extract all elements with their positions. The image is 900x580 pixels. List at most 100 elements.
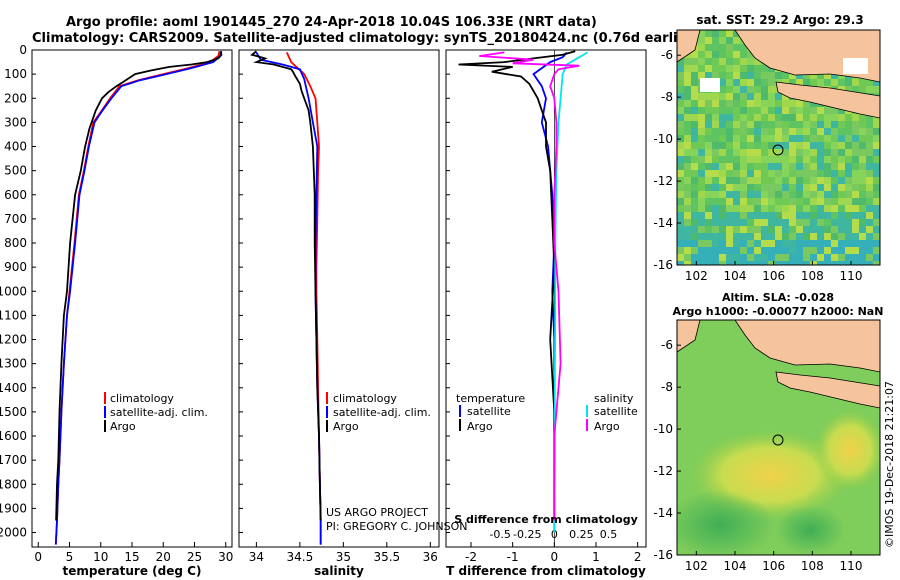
sst-cell — [817, 212, 824, 219]
sst-cell — [719, 79, 726, 86]
sst-cell — [845, 198, 852, 205]
sst-cell — [838, 128, 845, 135]
sst-cell — [845, 121, 852, 128]
sst-cell — [726, 58, 733, 65]
sst-cell — [831, 107, 838, 114]
sst-cell — [698, 44, 705, 51]
sst-cell — [803, 233, 810, 240]
sst-cell — [719, 37, 726, 44]
sst-cell — [740, 86, 747, 93]
sst-cell — [824, 170, 831, 177]
sst-cell — [740, 72, 747, 79]
sst-cell — [684, 149, 691, 156]
sst-cell — [789, 226, 796, 233]
sst-map-land-java — [775, 81, 880, 119]
sst-cell — [712, 142, 719, 149]
sst-cell — [782, 240, 789, 247]
sst-cell — [733, 156, 740, 163]
sst-cell — [705, 247, 712, 254]
sst-cell — [859, 114, 866, 121]
sst-cell — [866, 142, 873, 149]
depth-tick-label: 1500 — [0, 405, 27, 419]
sst-cell — [824, 198, 831, 205]
sst-cell — [817, 142, 824, 149]
sst-cell — [831, 261, 838, 265]
sst-cell — [817, 254, 824, 261]
sst-cell — [684, 128, 691, 135]
sst-cell — [712, 254, 719, 261]
temperature-plot: 0 5 10 15 20 25 30 — [34, 50, 233, 564]
sst-cell — [831, 163, 838, 170]
sst-cell — [775, 261, 782, 265]
sst-cell — [698, 261, 705, 265]
x-tick-label: 36 — [423, 550, 438, 564]
sst-cell — [712, 205, 719, 212]
lat-tick-label: -6 — [661, 338, 673, 352]
sst-cell — [726, 226, 733, 233]
series-temperature-satellite — [532, 51, 568, 533]
sst-cell — [698, 240, 705, 247]
sst-cell — [796, 219, 803, 226]
sst-cell — [719, 86, 726, 93]
sst-cell — [831, 247, 838, 254]
lat-tick-label: -8 — [661, 90, 673, 104]
sst-cell — [824, 226, 831, 233]
sst-cell — [761, 212, 768, 219]
sst-cell — [740, 93, 747, 100]
sst-cell — [747, 240, 754, 247]
sst-cell — [782, 156, 789, 163]
sst-cell — [824, 163, 831, 170]
sst-cell — [677, 226, 684, 233]
sst-cell — [859, 240, 866, 247]
sst-cell — [873, 205, 880, 212]
sst-cell — [733, 219, 740, 226]
sst-cell — [824, 135, 831, 142]
sst-cell — [754, 212, 761, 219]
sst-cell — [733, 240, 740, 247]
sst-cell — [761, 65, 768, 72]
sst-cell — [782, 254, 789, 261]
sst-cell — [782, 142, 789, 149]
sst-cell — [775, 233, 782, 240]
sst-cell — [691, 114, 698, 121]
depth-tick-label: 500 — [4, 164, 27, 178]
sst-cell — [782, 191, 789, 198]
depth-tick-label: 1800 — [0, 477, 27, 491]
sla-map-profile-marker — [772, 434, 784, 446]
sst-cell — [852, 184, 859, 191]
sst-cell — [719, 247, 726, 254]
sst-cell — [705, 44, 712, 51]
sst-cell — [768, 191, 775, 198]
sst-cell — [740, 65, 747, 72]
sst-cell — [852, 156, 859, 163]
sst-cell — [747, 156, 754, 163]
sst-cell — [740, 212, 747, 219]
sst-cell — [698, 170, 705, 177]
sst-cell — [719, 233, 726, 240]
sst-cell — [740, 261, 747, 265]
sst-cell — [789, 163, 796, 170]
sst-cell — [852, 226, 859, 233]
sst-cell — [747, 226, 754, 233]
x-tick-label: 35 — [336, 550, 351, 564]
legend-sal-satellite-label: satellite — [594, 405, 638, 418]
sst-cell — [677, 198, 684, 205]
lat-tick-label: -16 — [653, 548, 673, 562]
sst-cell — [677, 156, 684, 163]
sst-cell — [761, 114, 768, 121]
depth-tick-label: 1000 — [0, 284, 27, 298]
sst-cell — [866, 177, 873, 184]
sst-cell — [775, 163, 782, 170]
sst-cell — [838, 219, 845, 226]
sst-cell — [796, 205, 803, 212]
sst-cell — [726, 261, 733, 265]
sst-cell — [733, 191, 740, 198]
s-difference-axis-label: S difference from climatology — [454, 513, 638, 526]
sst-cell — [866, 128, 873, 135]
sst-cell — [852, 170, 859, 177]
sst-cell — [810, 149, 817, 156]
sst-cell — [838, 142, 845, 149]
sst-cell — [775, 191, 782, 198]
sst-cell — [740, 233, 747, 240]
sst-cell — [719, 30, 726, 37]
